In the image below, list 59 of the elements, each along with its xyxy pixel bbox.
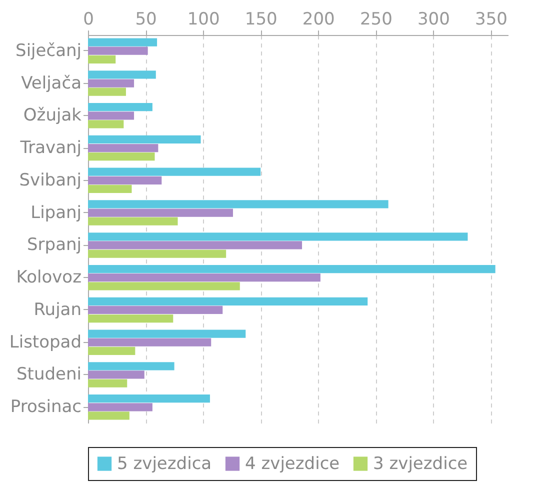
bar bbox=[88, 135, 201, 144]
y-tick-label: Prosinac bbox=[10, 397, 82, 418]
y-tick-label: Srpanj bbox=[27, 235, 82, 256]
legend-label: 5 zvjezdica bbox=[117, 454, 212, 474]
y-tick-label: Travanj bbox=[19, 138, 82, 158]
bar bbox=[88, 282, 240, 290]
bar bbox=[88, 38, 158, 46]
legend-label: 4 zvjezdice bbox=[245, 454, 340, 474]
y-tick-label: Svibanj bbox=[19, 170, 82, 190]
y-tick-label: Siječanj bbox=[16, 40, 82, 61]
bar bbox=[88, 379, 128, 388]
bar bbox=[88, 346, 136, 355]
bar bbox=[88, 46, 148, 55]
y-tick-label: Veljača bbox=[21, 73, 82, 94]
bar bbox=[88, 330, 246, 338]
bar bbox=[88, 79, 134, 88]
y-tick-label: Ožujak bbox=[23, 106, 82, 126]
bar bbox=[88, 217, 178, 226]
bar bbox=[88, 362, 174, 370]
bar bbox=[88, 394, 210, 403]
bar bbox=[88, 314, 174, 323]
bar bbox=[88, 232, 468, 241]
x-tick-label: 300 bbox=[417, 10, 450, 30]
x-tick-label: 0 bbox=[83, 10, 94, 30]
y-tick-label: Rujan bbox=[34, 300, 82, 320]
bar bbox=[88, 184, 132, 194]
bar bbox=[88, 370, 144, 379]
y-tick-label: Listopad bbox=[9, 332, 82, 352]
bar bbox=[88, 55, 116, 64]
bar bbox=[88, 297, 368, 306]
y-tick-label: Kolovoz bbox=[16, 268, 82, 288]
bar bbox=[88, 120, 124, 128]
x-tick-label: 100 bbox=[187, 10, 220, 30]
bar bbox=[88, 103, 152, 112]
bar bbox=[88, 274, 320, 282]
legend-label: 3 zvjezdice bbox=[373, 454, 468, 474]
bar bbox=[88, 250, 226, 258]
bar bbox=[88, 152, 155, 161]
bar bbox=[88, 306, 223, 314]
bar bbox=[88, 70, 156, 79]
bar bbox=[88, 176, 162, 184]
bar bbox=[88, 144, 158, 152]
x-tick-label: 150 bbox=[244, 10, 278, 30]
x-tick-label: 50 bbox=[135, 10, 157, 30]
bar bbox=[88, 403, 152, 412]
bar bbox=[88, 412, 130, 420]
bar bbox=[88, 88, 126, 96]
x-tick-label: 200 bbox=[302, 10, 335, 30]
y-tick-label: Lipanj bbox=[30, 202, 82, 223]
bar bbox=[88, 338, 212, 346]
bar bbox=[88, 241, 302, 250]
bar bbox=[88, 208, 233, 217]
x-tick-label: 350 bbox=[475, 10, 508, 30]
x-tick-label: 250 bbox=[360, 10, 392, 30]
bar bbox=[88, 112, 134, 120]
bar bbox=[88, 168, 261, 176]
y-tick-label: Studeni bbox=[16, 364, 82, 385]
bar bbox=[88, 200, 388, 208]
bar bbox=[88, 264, 496, 274]
